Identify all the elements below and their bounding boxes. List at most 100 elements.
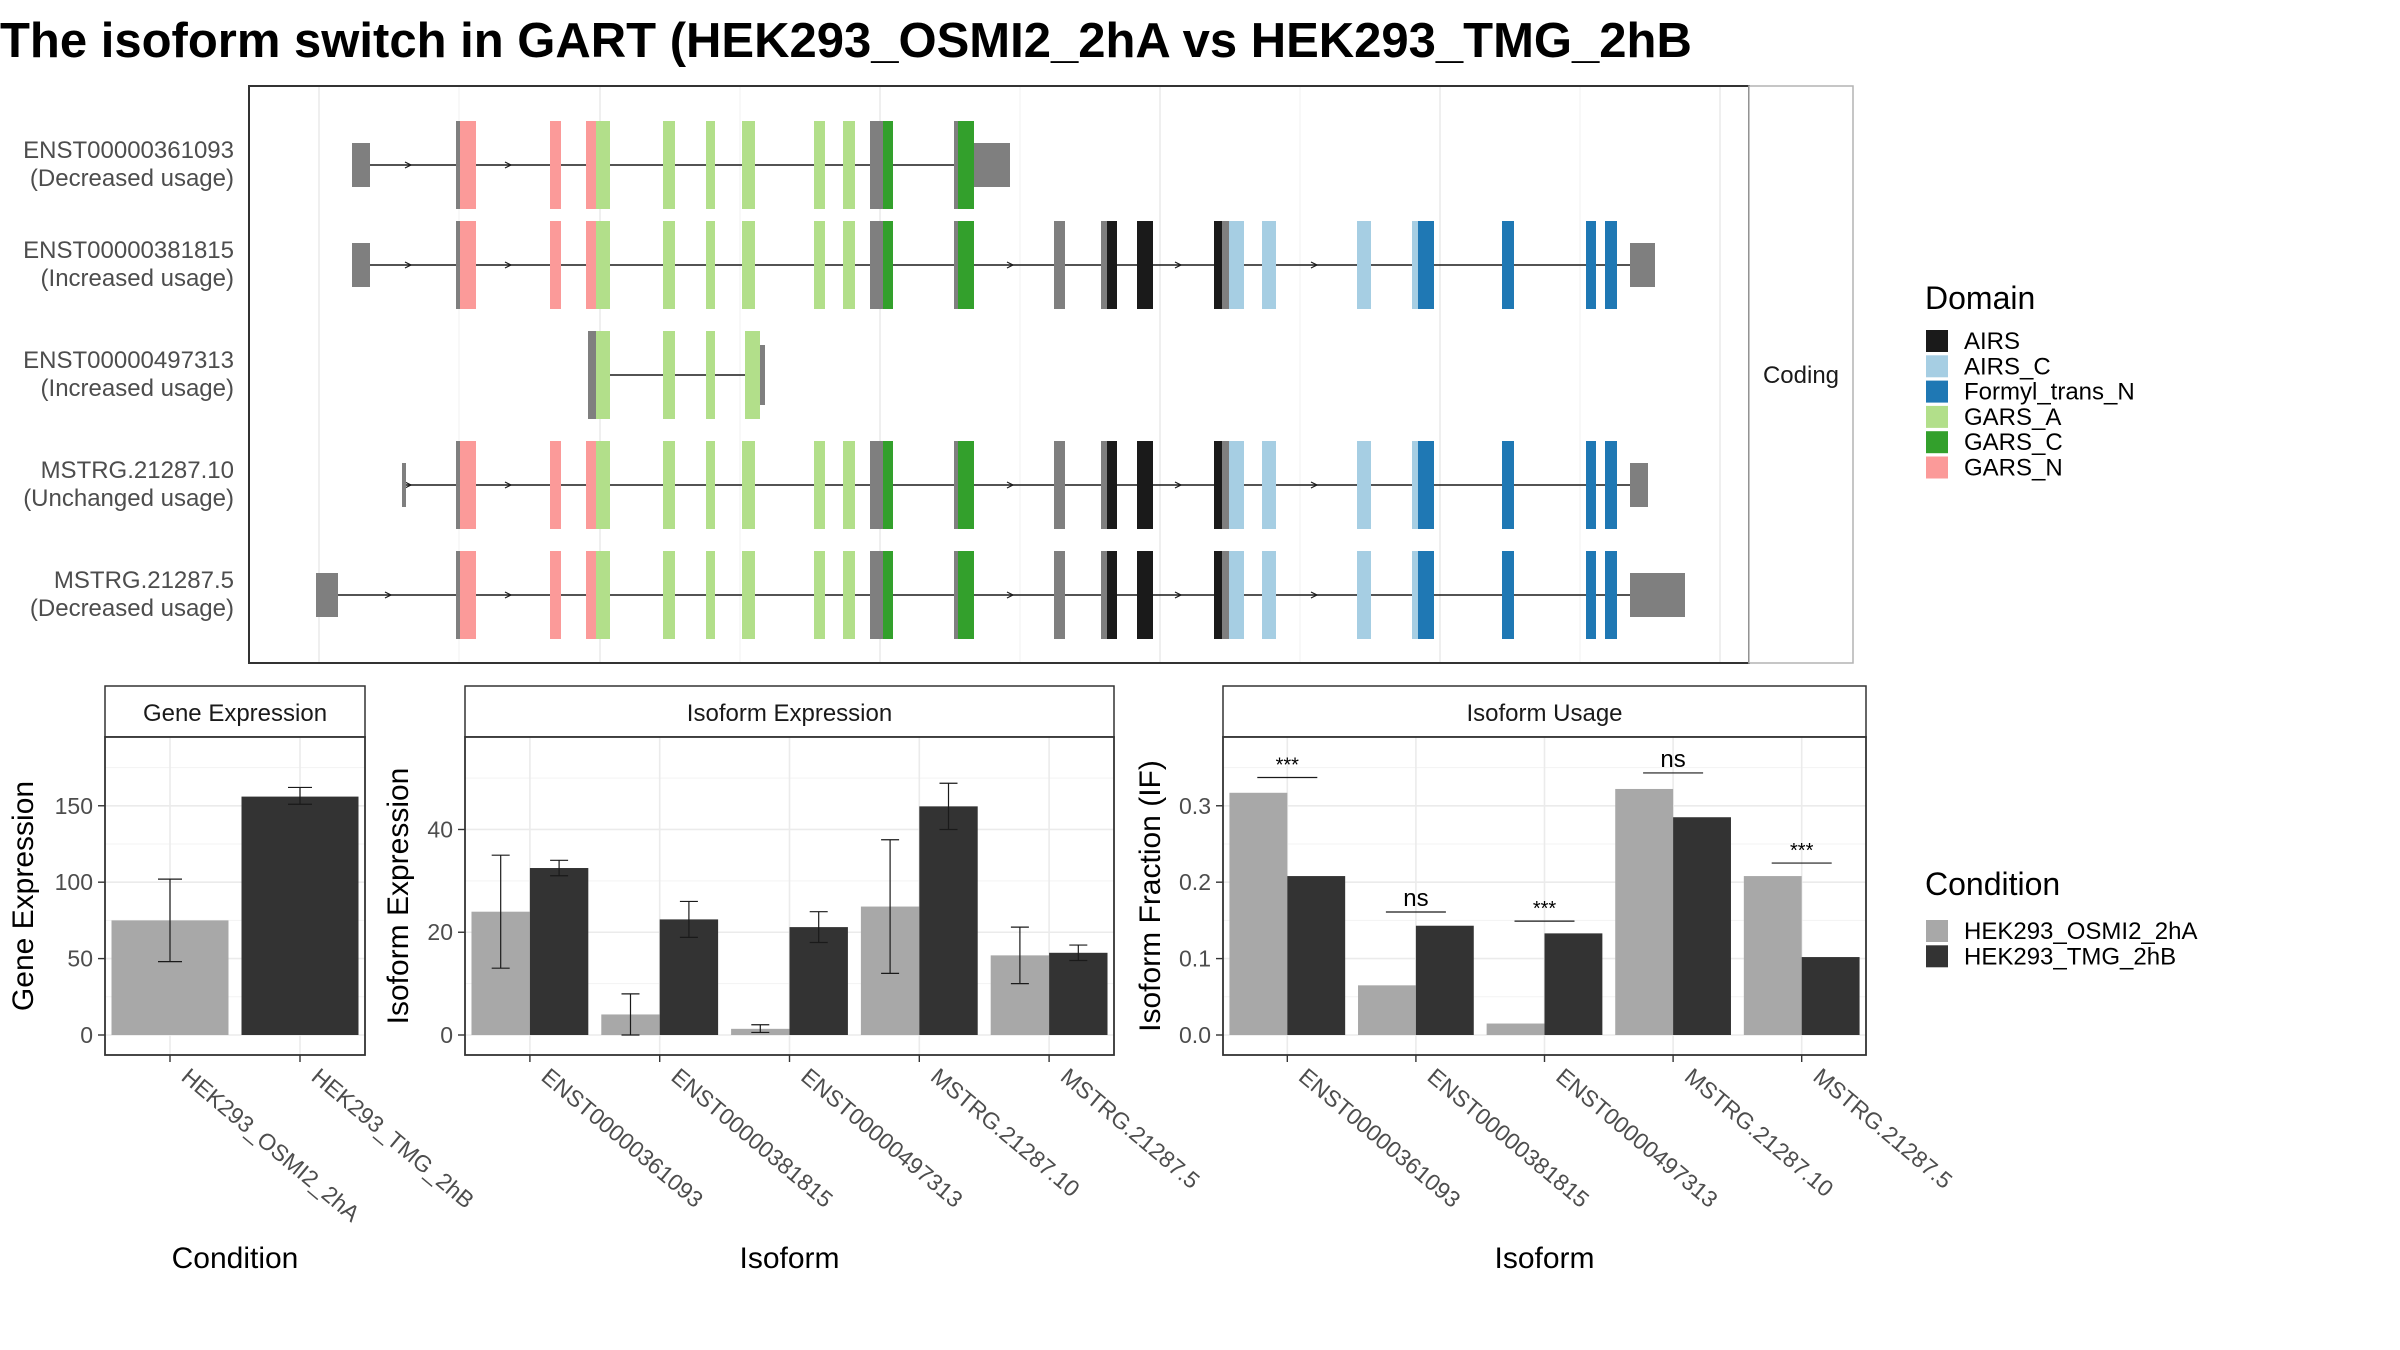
domain-block xyxy=(883,551,893,639)
domain-block xyxy=(1586,551,1596,639)
domain-block xyxy=(1107,221,1117,309)
domain-block xyxy=(1605,441,1617,529)
strand-arrow xyxy=(384,591,393,599)
domain-block xyxy=(1605,221,1617,309)
y-tick-label: 0 xyxy=(80,1022,93,1048)
bar xyxy=(919,806,978,1035)
exon-block xyxy=(870,121,883,209)
domain-block xyxy=(1262,441,1276,529)
domain-block xyxy=(883,221,893,309)
domain-block xyxy=(1214,441,1222,529)
domain-block xyxy=(745,331,760,419)
panel-strip xyxy=(464,685,1115,738)
strand-arrow xyxy=(504,481,513,489)
strand-arrow xyxy=(404,261,413,269)
domain-block xyxy=(586,121,596,209)
domain-block xyxy=(964,121,974,209)
domain-legend-label: GARS_N xyxy=(1964,455,2063,482)
domain-block xyxy=(550,441,561,529)
domain-block xyxy=(596,331,610,419)
condition-legend-label: HEK293_TMG_2hB xyxy=(1964,943,2176,970)
utr-3prime xyxy=(974,143,1010,187)
domain-block xyxy=(706,441,715,529)
bar xyxy=(1486,1023,1545,1035)
domain-block xyxy=(742,121,755,209)
domain-block xyxy=(1586,441,1596,529)
domain-legend-label: AIRS_C xyxy=(1964,353,2051,380)
domain-block xyxy=(1412,551,1418,639)
bar xyxy=(1049,952,1108,1035)
isoform-usage-panel: Isoform Usage***ns ***ns***0.00.10.20.3EN… xyxy=(1134,685,1957,1275)
domain-block xyxy=(550,221,561,309)
domain-block xyxy=(706,331,715,419)
domain-block xyxy=(706,221,715,309)
domain-block xyxy=(1357,551,1371,639)
exon-block xyxy=(1222,551,1229,639)
y-tick-label: 0 xyxy=(440,1022,453,1048)
y-tick-label: 40 xyxy=(427,816,453,842)
transcript-usage-label: (Increased usage) xyxy=(41,375,234,402)
domain-block xyxy=(460,221,476,309)
domain-legend-label: AIRS xyxy=(1964,328,2020,355)
utr-5prime xyxy=(352,143,370,187)
domain-block xyxy=(1137,441,1153,529)
domain-block xyxy=(1137,221,1153,309)
bar xyxy=(1801,957,1860,1035)
x-tick-label: MSTRG.21287.5 xyxy=(1056,1063,1205,1194)
domain-block xyxy=(460,441,476,529)
y-tick-label: 0.1 xyxy=(1179,946,1211,972)
strand-arrow xyxy=(1174,261,1183,269)
transcript-id-label: ENST00000381815 xyxy=(23,237,234,264)
y-tick-label: 20 xyxy=(427,919,453,945)
domain-legend: Domain AIRSAIRS_CFormyl_trans_NGARS_AGAR… xyxy=(1925,280,2135,482)
strand-arrow xyxy=(1310,481,1319,489)
exon-block xyxy=(870,551,883,639)
bar xyxy=(1743,876,1802,1035)
panel-title: Isoform Usage xyxy=(1466,700,1622,727)
domain-block xyxy=(1502,441,1514,529)
domain-block xyxy=(1357,441,1371,529)
exon-block xyxy=(954,221,958,309)
domain-block xyxy=(550,121,561,209)
domain-block xyxy=(958,551,974,639)
domain-legend-swatch xyxy=(1926,380,1948,403)
transcript-id-label: ENST00000497313 xyxy=(23,347,234,374)
bar xyxy=(1229,792,1288,1035)
strand-arrow xyxy=(1006,261,1015,269)
domain-block xyxy=(843,441,855,529)
domain-block xyxy=(706,121,715,209)
y-tick-label: 0.2 xyxy=(1179,869,1211,895)
exon-block xyxy=(954,121,958,209)
domain-block xyxy=(1214,551,1222,639)
transcript-track xyxy=(352,121,1010,209)
condition-legend-swatch xyxy=(1926,945,1948,968)
domain-legend-swatch xyxy=(1926,405,1948,428)
bar xyxy=(1544,933,1603,1035)
panel-title: Isoform Expression xyxy=(687,700,892,727)
exon-block xyxy=(870,221,883,309)
domain-block xyxy=(1605,551,1617,639)
exon-block xyxy=(954,441,958,529)
domain-block xyxy=(663,551,675,639)
domain-block xyxy=(596,551,610,639)
domain-block xyxy=(883,441,893,529)
domain-block xyxy=(596,121,610,209)
transcript-id-label: ENST00000361093 xyxy=(23,137,234,164)
bar xyxy=(1615,788,1674,1035)
domain-block xyxy=(843,551,855,639)
condition-legend-swatch xyxy=(1926,920,1948,942)
strand-arrow xyxy=(404,161,413,169)
domain-block xyxy=(1229,551,1244,639)
transcript-id-label: MSTRG.21287.5 xyxy=(54,567,234,594)
x-axis-title: Isoform xyxy=(739,1242,839,1275)
bar xyxy=(659,919,719,1035)
y-tick-label: 150 xyxy=(55,793,93,819)
domain-legend-label: GARS_A xyxy=(1964,404,2061,431)
domain-block xyxy=(958,441,974,529)
domain-block xyxy=(814,221,825,309)
domain-legend-title: Domain xyxy=(1925,280,2035,316)
strand-arrow xyxy=(504,261,513,269)
domain-block xyxy=(742,221,755,309)
domain-block xyxy=(843,221,855,309)
